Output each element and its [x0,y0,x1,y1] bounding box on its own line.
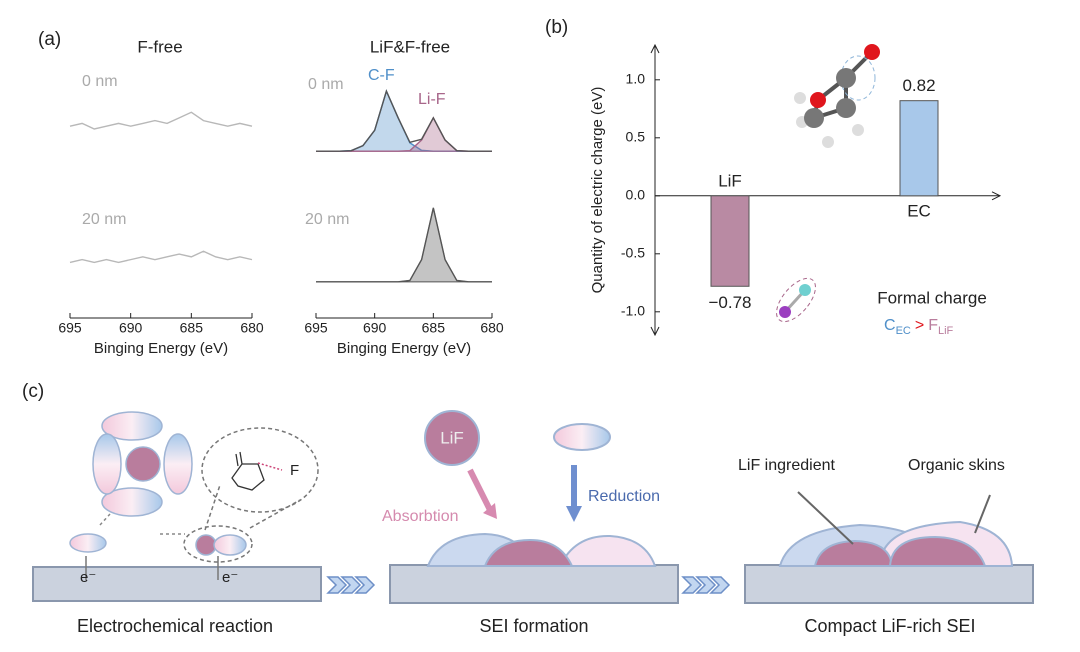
y-tick-label: 1.0 [626,71,646,87]
x-tick-label: 680 [480,320,504,336]
stage-label: SEI formation [479,616,588,636]
spectrum-line [316,89,492,152]
series-label: C-F [368,67,395,84]
y-axis-label: Quantity of electric charge (eV) [589,87,606,294]
category-label: LiF [718,171,742,190]
substrate [744,564,1034,604]
sei-layer [424,410,657,567]
annotation-title: Formal charge [877,288,987,307]
c-subscript: EC [896,325,911,337]
category-label: EC [907,201,931,220]
compact-sei [778,491,1014,567]
bar [710,195,750,287]
value-label: −0.78 [708,293,751,312]
value-label: 0.82 [902,76,935,95]
x-tick-label: 695 [58,320,82,336]
peak-area [316,89,492,152]
x-tick-label: 695 [304,320,328,336]
gt-sign: > [915,317,924,334]
series-label: 20 nm [305,211,349,228]
panel-label: (c) [22,381,44,402]
electron-label: e⁻ [222,569,238,586]
fluorine-label: F [290,462,299,479]
spectrum-line [316,207,492,283]
lif-ingredient-label: LiF ingredient [738,457,836,474]
electron-label: e⁻ [80,569,96,586]
axis-arrow [650,43,660,337]
spectrum-line [69,250,253,264]
stage-label: Electrochemical reaction [77,616,273,636]
x-tick-label: 685 [422,320,446,336]
y-tick-label: -0.5 [621,245,645,261]
substrate [32,566,322,602]
x-axis-label: Binging Energy (eV) [94,340,228,357]
x-axis-label: Binging Energy (eV) [337,340,471,357]
x-tick-label: 685 [180,320,204,336]
ec-molecule [794,44,880,148]
lif-label: LiF [440,428,464,447]
series-label: 20 nm [82,211,126,228]
bar [899,100,939,197]
absorption-label: Absorbtion [382,508,459,525]
organic-skins-label: Organic skins [908,457,1005,474]
reduction-label: Reduction [588,488,660,505]
x-tick-label: 680 [240,320,264,336]
x-tick-label: 690 [119,320,143,336]
f-subscript: LiF [938,325,954,337]
series-label: Li-F [418,91,446,108]
series-label: 0 nm [82,73,118,90]
x-tick-label: 690 [363,320,387,336]
panel-label: (b) [545,17,568,38]
panel-label: (a) [38,29,61,50]
c-symbol: C [884,317,896,334]
series-label: 0 nm [308,76,344,93]
formal-charge-relation: CEC > FLiF [884,317,954,337]
lif-molecule [776,277,816,323]
axis-arrow [991,191,1002,201]
stage-label: Compact LiF-rich SEI [804,616,975,636]
chart-title: F-free [137,37,182,56]
y-tick-label: 0.5 [626,129,646,145]
y-tick-label: -1.0 [621,303,645,319]
diagram [32,410,1034,604]
spectrum-line [69,111,253,130]
chart-title: LiF&F-free [370,37,450,56]
arrow-chevrons [326,576,731,594]
y-tick-label: 0.0 [626,187,646,203]
f-symbol: F [928,317,938,334]
substrate [389,564,679,604]
cluster [69,411,319,580]
